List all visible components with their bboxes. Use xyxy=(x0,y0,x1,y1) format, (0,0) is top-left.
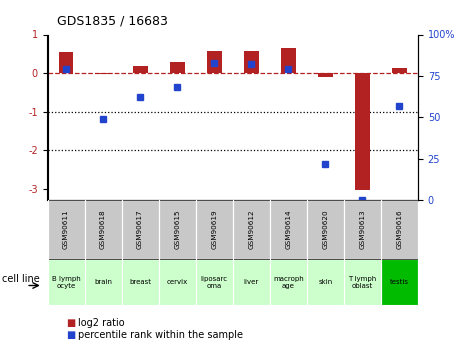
Bar xyxy=(381,259,418,305)
Text: GSM90616: GSM90616 xyxy=(397,210,402,249)
Text: testis: testis xyxy=(390,279,409,285)
Bar xyxy=(281,48,296,73)
Text: brain: brain xyxy=(94,279,112,285)
Text: GSM90614: GSM90614 xyxy=(285,210,291,249)
Bar xyxy=(344,259,381,305)
Bar xyxy=(233,200,270,259)
Text: skin: skin xyxy=(318,279,332,285)
Text: liposarc
oma: liposarc oma xyxy=(200,276,228,288)
Text: breast: breast xyxy=(129,279,151,285)
Text: ■: ■ xyxy=(66,318,76,327)
Text: percentile rank within the sample: percentile rank within the sample xyxy=(78,330,243,339)
Bar xyxy=(95,73,111,74)
Text: liver: liver xyxy=(244,279,259,285)
Text: GSM90613: GSM90613 xyxy=(360,210,365,249)
Bar xyxy=(133,67,148,73)
Bar xyxy=(159,200,196,259)
Text: B lymph
ocyte: B lymph ocyte xyxy=(52,276,80,288)
Bar xyxy=(48,200,85,259)
Bar xyxy=(196,259,233,305)
Bar xyxy=(159,259,196,305)
Bar xyxy=(85,200,122,259)
Text: GSM90620: GSM90620 xyxy=(323,210,328,249)
Bar xyxy=(392,68,407,73)
Bar xyxy=(122,259,159,305)
Bar xyxy=(233,259,270,305)
Text: GDS1835 / 16683: GDS1835 / 16683 xyxy=(57,14,168,28)
Text: T lymph
oblast: T lymph oblast xyxy=(348,276,377,288)
Bar xyxy=(318,73,333,77)
Text: log2 ratio: log2 ratio xyxy=(78,318,125,327)
Bar xyxy=(381,200,418,259)
Bar xyxy=(244,51,259,73)
Bar xyxy=(58,52,74,73)
Text: ■: ■ xyxy=(66,330,76,339)
Text: macroph
age: macroph age xyxy=(273,276,304,288)
Text: cell line: cell line xyxy=(2,274,40,284)
Text: GSM90612: GSM90612 xyxy=(248,210,254,249)
Bar xyxy=(355,73,370,190)
Bar xyxy=(207,51,222,73)
Bar xyxy=(270,259,307,305)
Text: cervix: cervix xyxy=(167,279,188,285)
Bar xyxy=(344,200,381,259)
Text: GSM90611: GSM90611 xyxy=(63,210,69,249)
Bar xyxy=(170,62,185,73)
Bar xyxy=(48,259,85,305)
Text: GSM90618: GSM90618 xyxy=(100,210,106,249)
Text: GSM90615: GSM90615 xyxy=(174,210,180,249)
Bar xyxy=(85,259,122,305)
Bar xyxy=(307,200,344,259)
Bar xyxy=(122,200,159,259)
Text: GSM90619: GSM90619 xyxy=(211,210,217,249)
Bar xyxy=(307,259,344,305)
Bar xyxy=(270,200,307,259)
Bar xyxy=(196,200,233,259)
Text: GSM90617: GSM90617 xyxy=(137,210,143,249)
